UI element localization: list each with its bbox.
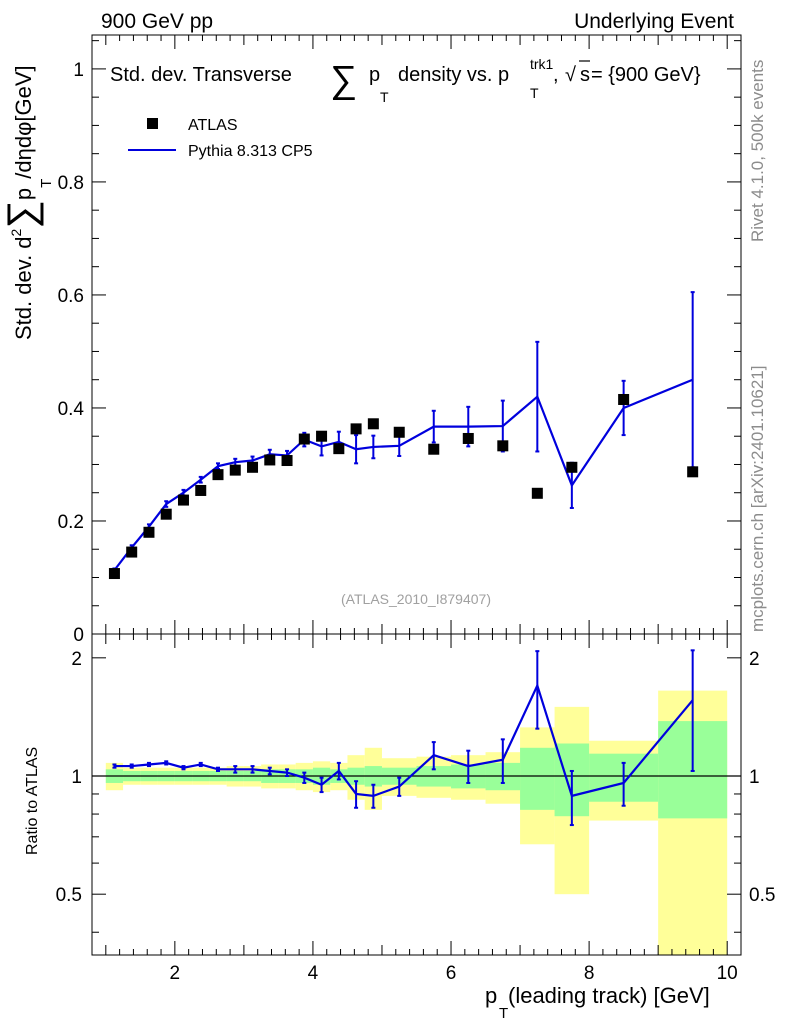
title-part: = {900 GeV} <box>591 64 701 86</box>
y-tick-label: 0.6 <box>58 286 84 307</box>
data-point <box>566 461 578 473</box>
legend-atlas-marker <box>147 118 158 129</box>
data-point <box>160 508 172 520</box>
ratio-frame <box>91 633 742 956</box>
ylabel-T: T <box>38 179 55 188</box>
data-point <box>264 454 276 466</box>
data-point <box>212 469 224 481</box>
title-trk1: trk1 <box>530 56 554 72</box>
data-point <box>177 494 189 506</box>
data-point <box>497 440 509 452</box>
data-point <box>229 464 241 476</box>
ylabel-sum: ∑ <box>0 200 44 229</box>
ratio-band-inner <box>520 747 555 810</box>
analysis-watermark: (ATLAS_2010_I879407) <box>341 591 491 607</box>
ylabel-part: /dηdφ[GeV] <box>11 65 36 178</box>
ratio-y-tick-label: 2 <box>71 649 82 670</box>
legend-mc-label: Pythia 8.313 CP5 <box>188 143 313 160</box>
data-point <box>367 418 379 430</box>
legend-atlas-label: ATLAS <box>188 117 238 134</box>
x-tick-label: 10 <box>717 963 738 984</box>
x-axis-title: p T (leading track) [GeV] <box>485 983 710 1022</box>
title-part: density vs. p <box>398 64 509 86</box>
data-point <box>393 426 405 438</box>
data-point <box>281 455 293 467</box>
main-panel: 0 0.2 0.4 0.6 0.8 1 (ATLAS_2010_I879407) Std.… <box>0 34 742 646</box>
x-tick-label: 6 <box>446 963 457 984</box>
data-point <box>350 423 362 435</box>
ratio-panel: 0.5 0.5 1 1 2 2 2 4 6 8 10 Ratio to ATLAS p T (lea… <box>24 633 775 1022</box>
y-tick-label: 0.4 <box>58 399 85 420</box>
title-T-sub: T <box>530 85 539 101</box>
data-point <box>316 430 328 442</box>
y-tick-label: 1 <box>73 60 84 81</box>
svg-text:Std. dev. d2∑pT/dηdφ[GeV]: Std. dev. d2∑pT/dηdφ[GeV] <box>0 65 55 340</box>
title-p: p <box>369 64 380 86</box>
xlabel-rest: (leading track) [GeV] <box>508 983 710 1008</box>
y-tick-label: 0.2 <box>58 512 84 533</box>
data-point <box>143 526 155 538</box>
ratio-y-axis-title: Ratio to ATLAS <box>24 747 41 855</box>
title-sqrt: √ <box>565 64 576 86</box>
xlabel-p: p <box>485 983 497 1008</box>
ratio-line <box>114 682 694 798</box>
data-point <box>462 432 474 444</box>
ratio-y-tick-label-right: 0.5 <box>749 885 775 906</box>
data-point <box>126 546 138 558</box>
data-point <box>195 484 207 496</box>
ylabel-sup: 2 <box>8 228 24 236</box>
legend: ATLAS Pythia 8.313 CP5 <box>128 117 313 160</box>
ratio-y-tick-label-right: 1 <box>749 767 760 788</box>
x-tick-label: 8 <box>584 963 595 984</box>
header-right: Underlying Event <box>574 10 734 33</box>
y-tick-label: 0.8 <box>58 173 84 194</box>
side-label-mcplots: mcplots.cern.ch [arXiv:2401.10621] <box>748 365 767 632</box>
ratio-ylabel: Ratio to ATLAS <box>24 747 41 855</box>
data-point <box>247 461 259 473</box>
ylabel-part: Std. dev. d <box>11 236 36 340</box>
data-point <box>531 487 543 499</box>
data-point <box>687 466 699 478</box>
ratio-y-tick-label-right: 2 <box>749 649 760 670</box>
title-s: s <box>580 64 590 86</box>
data-point <box>333 443 345 455</box>
ylabel-p: p <box>11 188 36 200</box>
data-point <box>108 568 120 580</box>
ratio-y-tick-label: 0.5 <box>56 885 82 906</box>
data-point <box>618 393 630 405</box>
data-point <box>298 433 310 445</box>
title-part: Std. dev. Transverse <box>110 64 292 86</box>
xlabel-T: T <box>499 1005 508 1022</box>
y-axis-title: Std. dev. d2∑pT/dηdφ[GeV] <box>0 65 55 340</box>
data-point <box>428 443 440 455</box>
ratio-y-tick-label: 1 <box>71 767 82 788</box>
chart-title: Std. dev. Transverse ∑ p T density vs. p… <box>110 56 701 105</box>
header-left: 900 GeV pp <box>101 10 213 33</box>
title-sep: , <box>553 64 559 86</box>
title-sum-symbol: ∑ <box>330 59 357 101</box>
svg-text:Std. dev. Transverse: Std. dev. Transverse <box>110 64 292 86</box>
side-label-rivet: Rivet 4.1.0, 500k events <box>748 59 767 242</box>
x-tick-label: 2 <box>170 963 181 984</box>
x-tick-label: 4 <box>308 963 319 984</box>
title-T: T <box>380 89 389 105</box>
y-tick-label: 0 <box>73 625 84 646</box>
